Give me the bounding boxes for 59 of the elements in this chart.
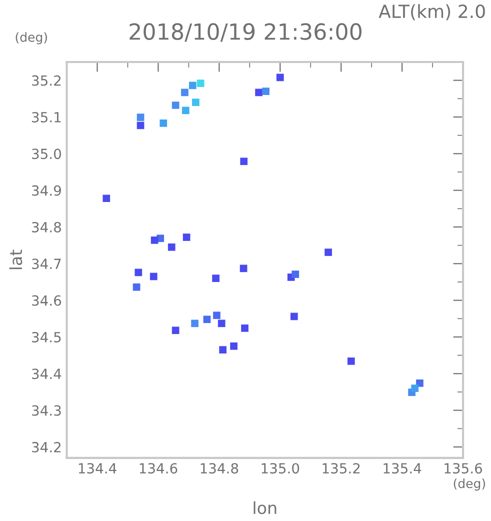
y-tick-label: 34.7 xyxy=(32,258,61,270)
point xyxy=(213,312,220,320)
point xyxy=(102,194,110,202)
y-tick-label: 34.4 xyxy=(32,368,62,380)
point xyxy=(181,88,188,96)
x-tick-label: 134.8 xyxy=(200,463,238,474)
y-tick-label: 35.1 xyxy=(32,112,61,122)
point xyxy=(324,248,332,256)
point xyxy=(241,324,248,332)
chart-title: 2018/10/19 21:36:00 xyxy=(130,23,362,42)
point xyxy=(240,264,248,272)
point xyxy=(347,357,355,365)
point xyxy=(188,82,196,90)
x-tick-label: 134.4 xyxy=(78,463,116,474)
point xyxy=(262,88,270,96)
point xyxy=(230,342,238,350)
point xyxy=(196,80,204,87)
point xyxy=(219,346,227,354)
point xyxy=(292,270,300,278)
point xyxy=(150,236,158,244)
point xyxy=(290,312,298,320)
point xyxy=(182,106,190,114)
point xyxy=(212,274,220,282)
y-tick-label: 34.8 xyxy=(32,222,61,232)
y-tick-label: 34.3 xyxy=(32,405,61,416)
y-tick-label: 34.5 xyxy=(32,332,61,342)
x-tick-label: 135.2 xyxy=(322,463,360,474)
point xyxy=(136,122,144,130)
x-tick-label: 135.6 xyxy=(444,463,482,474)
point xyxy=(182,234,190,241)
point xyxy=(168,243,176,251)
point xyxy=(172,326,180,334)
point xyxy=(132,283,140,291)
x-axis-title: lon xyxy=(254,501,276,514)
point xyxy=(218,320,226,328)
point xyxy=(136,114,144,122)
x-tick-label: 135.4 xyxy=(384,463,422,474)
point xyxy=(192,98,200,106)
point xyxy=(240,158,248,166)
y-axis-title: lat xyxy=(9,250,22,270)
point xyxy=(134,268,142,276)
point xyxy=(255,88,262,96)
x-tick-label: 134.6 xyxy=(140,463,178,474)
text: ALT(km) 2.0 xyxy=(378,4,485,20)
text: (deg) xyxy=(16,32,47,44)
y-tick-label: 35.2 xyxy=(32,75,61,86)
y-tick-label: 34.6 xyxy=(32,295,62,306)
point xyxy=(276,74,284,82)
point xyxy=(411,384,419,392)
x-tick-label: 135.0 xyxy=(262,463,300,474)
text: (deg) xyxy=(454,478,486,491)
point xyxy=(150,272,158,280)
point xyxy=(160,120,168,127)
y-tick-label: 34.2 xyxy=(32,442,61,452)
point xyxy=(172,102,180,109)
y-tick-label: 34.9 xyxy=(32,185,61,196)
point xyxy=(191,320,198,328)
point xyxy=(203,316,211,324)
y-tick-label: 35.0 xyxy=(32,148,61,160)
